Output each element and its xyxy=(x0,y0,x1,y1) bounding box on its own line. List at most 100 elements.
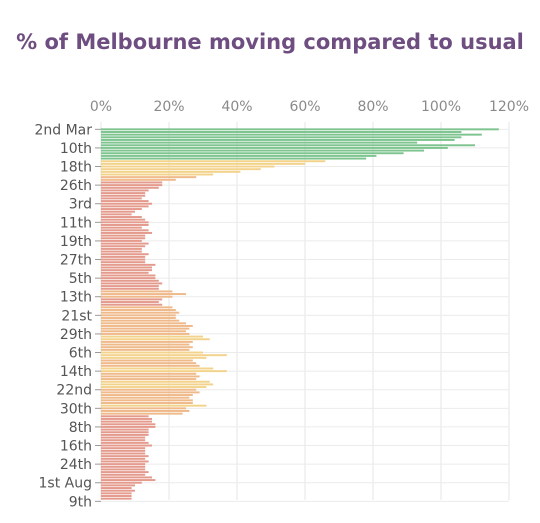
bar xyxy=(101,447,146,450)
bar xyxy=(101,247,142,250)
y-tick-label: 29th xyxy=(60,327,92,343)
bar xyxy=(101,221,149,224)
bar xyxy=(101,141,418,144)
bar xyxy=(101,335,203,338)
bar xyxy=(101,415,149,418)
bar xyxy=(101,495,132,497)
bar xyxy=(101,146,448,149)
bar xyxy=(101,346,193,349)
bar xyxy=(101,391,200,394)
bar xyxy=(101,234,146,237)
bar xyxy=(101,237,146,240)
y-tick-label: 24th xyxy=(60,457,92,473)
bar xyxy=(101,468,146,471)
bar xyxy=(101,396,190,399)
bar xyxy=(101,465,146,468)
bar xyxy=(101,364,200,367)
bar xyxy=(101,208,142,211)
bar xyxy=(101,213,132,216)
bar xyxy=(101,423,156,426)
chart-title: % of Melbourne moving compared to usual xyxy=(16,30,524,54)
bar xyxy=(101,303,163,306)
bar xyxy=(101,128,499,131)
bar xyxy=(101,473,146,476)
x-tick-label: 100% xyxy=(421,99,461,115)
bar xyxy=(101,154,377,157)
y-tick-label: 30th xyxy=(60,401,92,417)
bar xyxy=(101,173,214,176)
y-tick-label: 5th xyxy=(69,271,92,287)
y-tick-label: 10th xyxy=(60,141,92,157)
bar xyxy=(101,330,186,333)
bar xyxy=(101,176,197,179)
bar xyxy=(101,274,156,277)
bar xyxy=(101,380,210,383)
y-tick-label: 13th xyxy=(60,290,92,306)
bar xyxy=(101,144,475,147)
bar xyxy=(101,383,214,386)
bar xyxy=(101,362,197,365)
bar xyxy=(101,386,207,389)
y-tick-label: 21st xyxy=(61,308,92,324)
bar xyxy=(101,192,146,195)
bar xyxy=(101,487,132,490)
bar xyxy=(101,295,173,298)
bar xyxy=(101,210,135,213)
bar xyxy=(101,314,176,317)
bar xyxy=(101,277,156,280)
bar xyxy=(101,420,152,423)
bar xyxy=(101,444,152,447)
bar xyxy=(101,149,424,152)
y-tick-label: 1st Aug xyxy=(39,476,92,492)
bar xyxy=(101,484,135,487)
bar xyxy=(101,340,193,343)
bars xyxy=(101,128,499,500)
bar xyxy=(101,452,146,455)
bar xyxy=(101,181,163,184)
y-axis-ticks: 2nd Mar 10th 18th 26th 3rd 11th 19th 27th 5th 13t… xyxy=(34,122,101,510)
bar xyxy=(101,327,190,330)
bar xyxy=(101,189,149,192)
bar xyxy=(101,168,261,171)
bar xyxy=(101,433,149,436)
bar xyxy=(101,375,200,378)
bar xyxy=(101,370,227,373)
bar xyxy=(101,492,132,495)
bar xyxy=(101,306,173,309)
bar xyxy=(101,324,193,327)
bar xyxy=(101,152,404,155)
bar xyxy=(101,290,173,293)
bar xyxy=(101,481,142,484)
y-tick-label: 19th xyxy=(60,234,92,250)
bar xyxy=(101,388,197,391)
bar xyxy=(101,301,159,304)
bar xyxy=(101,394,193,397)
bar xyxy=(101,372,197,375)
bar xyxy=(101,202,152,205)
y-tick-label: 18th xyxy=(60,160,92,176)
y-tick-label: 3rd xyxy=(69,197,92,213)
bar xyxy=(101,412,183,415)
bar xyxy=(101,410,190,412)
y-tick-label: 9th xyxy=(69,494,92,510)
bar xyxy=(101,356,207,359)
bar xyxy=(101,463,146,466)
x-tick-label: 20% xyxy=(153,99,184,115)
bar xyxy=(101,160,326,163)
bar xyxy=(101,178,176,181)
bar xyxy=(101,186,159,189)
bar xyxy=(101,449,146,452)
bar xyxy=(101,351,203,354)
bar xyxy=(101,471,149,474)
bar xyxy=(101,311,180,314)
bar xyxy=(101,131,462,133)
bar xyxy=(101,348,190,351)
x-tick-label: 40% xyxy=(221,99,252,115)
bar xyxy=(101,332,190,335)
bar xyxy=(101,359,193,362)
bar xyxy=(101,298,163,301)
bar xyxy=(101,285,159,288)
y-tick-label: 16th xyxy=(60,439,92,455)
y-tick-label: 8th xyxy=(69,420,92,436)
bar xyxy=(101,162,305,165)
